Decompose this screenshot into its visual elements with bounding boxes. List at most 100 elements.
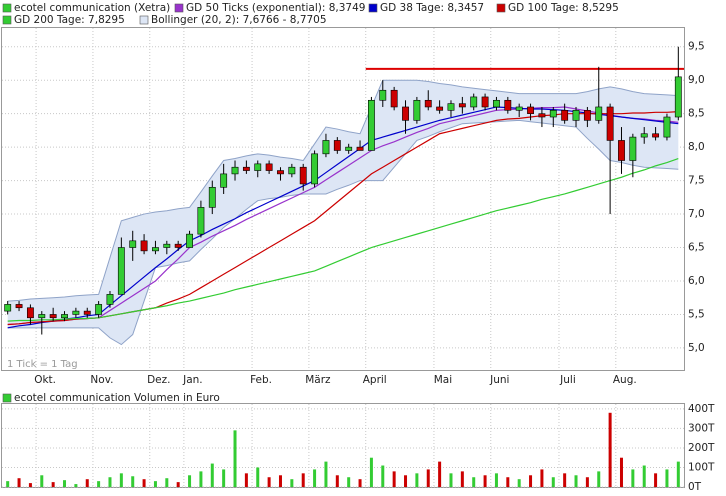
- candle-body: [277, 170, 284, 175]
- volume-bar: [40, 475, 44, 487]
- volume-bar: [244, 473, 248, 487]
- volume-bar: [301, 473, 305, 487]
- volume-bar: [608, 412, 612, 487]
- legend-swatch: [2, 3, 12, 13]
- candle-body: [311, 153, 319, 185]
- volume-bar: [51, 482, 55, 487]
- candle-body: [561, 110, 569, 121]
- volume-bar: [517, 479, 521, 487]
- bollinger-lower: [7, 119, 679, 346]
- candle-body: [140, 240, 148, 252]
- candle-body: [83, 310, 91, 315]
- volume-bar: [415, 473, 419, 487]
- candle-body: [356, 146, 364, 151]
- candle-body: [322, 140, 330, 155]
- candle-body: [618, 140, 625, 161]
- volume-bar: [267, 477, 271, 487]
- candle-body: [174, 243, 182, 248]
- volume-bar: [597, 471, 601, 487]
- volume-bar: [119, 473, 123, 487]
- volume-bar: [676, 461, 680, 487]
- volume-bar: [404, 475, 408, 487]
- volume-bar: [460, 471, 464, 487]
- volume-tick-label: 0T: [688, 481, 702, 493]
- candle-body: [402, 106, 409, 121]
- candle-body: [493, 99, 500, 108]
- candle-body: [254, 163, 262, 171]
- candle-body: [333, 140, 341, 151]
- volume-panel: [1, 403, 685, 488]
- volume-bar: [654, 473, 658, 487]
- legend-label: Bollinger (20, 2): 7,6766 - 8,7705: [151, 14, 327, 26]
- y-tick-label: 5,0: [688, 342, 705, 354]
- legend-label: ecotel communication Volumen in Euro: [14, 392, 220, 404]
- candle-body: [4, 304, 12, 312]
- grid: [2, 28, 684, 488]
- moving-average-line: [7, 106, 679, 326]
- volume-bar: [85, 479, 89, 487]
- candle-body: [129, 240, 137, 248]
- volume-bar: [483, 475, 487, 487]
- volume-bar: [631, 469, 635, 487]
- volume-bar: [142, 479, 146, 487]
- volume-bar: [369, 457, 373, 487]
- legend-swatch: [174, 3, 184, 13]
- volume-bar: [256, 467, 260, 487]
- volume-bar: [97, 481, 101, 487]
- volume-bar: [335, 475, 339, 487]
- candle-body: [299, 166, 307, 185]
- volume-bar: [188, 475, 192, 487]
- volume-bar: [426, 469, 430, 487]
- candle-body: [640, 133, 648, 138]
- volume-bar: [74, 484, 78, 487]
- volume-bar: [642, 465, 646, 487]
- legend-label: GD 38 Tage: 8,3457: [380, 2, 484, 14]
- x-tick-label: Aug.: [613, 374, 637, 386]
- x-tick-label: Okt.: [34, 374, 56, 386]
- candle-body: [367, 99, 375, 151]
- volume-bar: [540, 469, 544, 487]
- x-tick-label: Juni: [489, 374, 509, 386]
- candle-body: [265, 163, 273, 171]
- candle-body: [470, 96, 478, 108]
- volume-bar: [438, 461, 442, 487]
- candle-body: [527, 106, 534, 114]
- y-tick-label: 8,0: [688, 141, 705, 153]
- candle-body: [345, 146, 353, 151]
- volume-tick-label: 400T: [688, 403, 715, 415]
- candle-body: [117, 247, 125, 295]
- x-tick-label: April: [363, 374, 387, 386]
- volume-bar: [6, 481, 10, 487]
- candle-body: [481, 96, 489, 108]
- plot: [4, 46, 684, 487]
- x-tick-label: Jan.: [182, 374, 203, 386]
- volume-bar: [506, 477, 510, 487]
- y-tick-label: 5,5: [688, 308, 705, 320]
- candle-body: [413, 99, 421, 121]
- legend-swatch: [2, 15, 12, 25]
- volume-bar: [278, 475, 282, 487]
- volume-bar: [563, 473, 567, 487]
- volume-bar: [199, 471, 203, 487]
- candle-body: [15, 304, 23, 309]
- volume-bar: [392, 471, 396, 487]
- y-tick-label: 6,5: [688, 242, 705, 254]
- volume-bar: [210, 463, 214, 487]
- legend-label: GD 200 Tage: 7,8295: [14, 14, 125, 26]
- moving-average-line: [7, 157, 679, 322]
- candle-body: [583, 110, 591, 121]
- volume-bar: [17, 478, 21, 487]
- candle-body: [49, 314, 57, 319]
- candle-body: [436, 106, 444, 111]
- candle-body: [163, 243, 171, 248]
- volume-bar: [233, 430, 237, 487]
- candle-body: [208, 186, 216, 208]
- y-tick-label: 7,5: [688, 175, 705, 187]
- candle-body: [38, 314, 46, 319]
- candle-body: [61, 314, 68, 319]
- volume-bar: [313, 469, 317, 487]
- y-tick-label: 6,0: [688, 275, 705, 287]
- volume-bar: [347, 477, 351, 487]
- y-tick-label: 9,0: [688, 74, 705, 86]
- volume-bar: [665, 469, 669, 487]
